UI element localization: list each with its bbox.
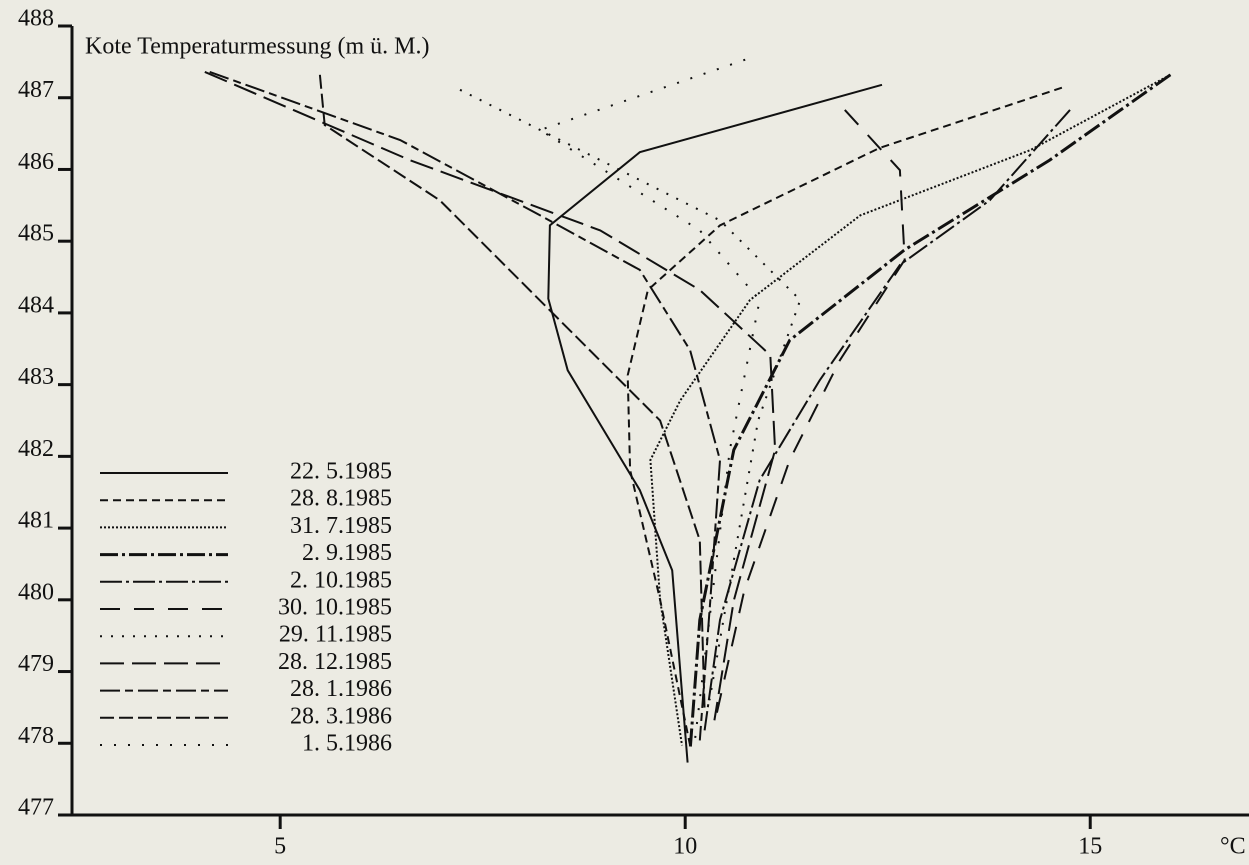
legend-label: 2. 10.1985 xyxy=(290,567,392,593)
legend-label: 1. 5.1986 xyxy=(302,731,392,757)
series-line xyxy=(459,88,802,701)
series-line xyxy=(318,74,706,711)
y-axis-title: Kote Temperaturmessung (m ü. M.) xyxy=(85,34,429,60)
legend-label: 29. 11.1985 xyxy=(279,622,392,648)
x-tick-label: 15 xyxy=(1078,834,1102,860)
series-line xyxy=(626,86,1063,746)
y-tick-label: 488 xyxy=(18,6,54,32)
y-tick-label: 486 xyxy=(18,149,54,175)
y-tick-label: 484 xyxy=(18,292,54,318)
y-tick-label: 479 xyxy=(18,651,54,677)
series-line xyxy=(649,73,1171,746)
legend-label: 2. 9.1985 xyxy=(302,540,392,566)
series-line xyxy=(547,83,883,763)
legend-label: 28. 1.1986 xyxy=(290,676,392,702)
series-line xyxy=(703,109,1071,731)
x-axis-title: °C xyxy=(1220,834,1246,860)
series-line xyxy=(209,70,722,741)
y-tick-label: 483 xyxy=(18,364,54,390)
y-tick-label: 480 xyxy=(18,579,54,605)
series-line xyxy=(537,58,761,741)
series-line xyxy=(714,109,906,721)
legend-label: 31. 7.1985 xyxy=(290,513,392,539)
x-tick-label: 10 xyxy=(673,834,697,860)
series-line xyxy=(204,70,777,721)
y-tick-label: 478 xyxy=(18,723,54,749)
legend-label: 28. 12.1985 xyxy=(278,649,392,675)
y-tick-label: 482 xyxy=(18,436,54,462)
legend-label: 28. 3.1986 xyxy=(290,703,392,729)
y-tick-label: 487 xyxy=(18,77,54,103)
y-tick-label: 481 xyxy=(18,508,54,534)
y-tick-label: 477 xyxy=(18,795,54,821)
series-line xyxy=(688,73,1172,751)
legend-label: 30. 10.1985 xyxy=(278,595,392,621)
legend-label: 28. 8.1985 xyxy=(290,486,392,512)
legend-label: 22. 5.1985 xyxy=(290,459,392,485)
y-tick-label: 485 xyxy=(18,221,54,247)
x-tick-label: 5 xyxy=(274,834,286,860)
